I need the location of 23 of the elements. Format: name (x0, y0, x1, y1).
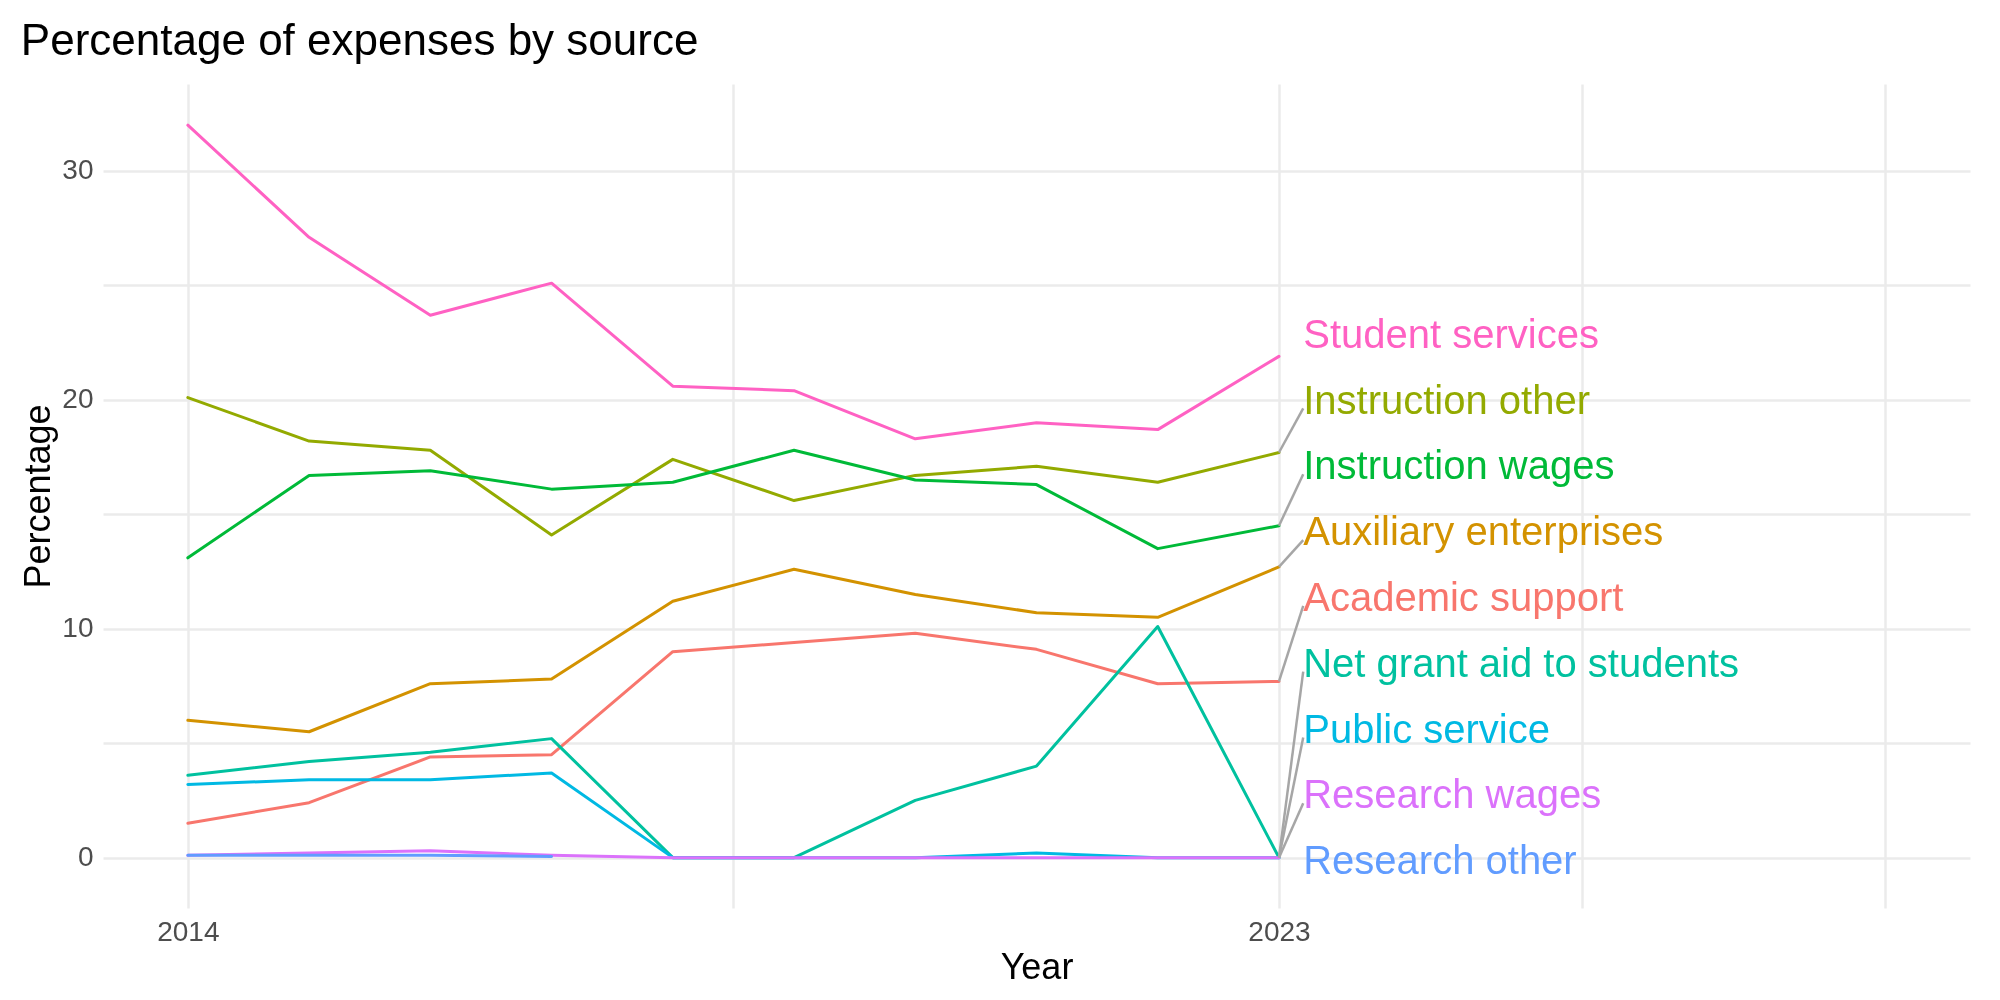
text: Research other (1303, 838, 1577, 883)
line-series (186, 448, 1281, 560)
y-axis-title: Percentage (17, 404, 59, 589)
text: Public service (1303, 706, 1550, 751)
y-tick-label: 20 (62, 383, 94, 415)
line-series (186, 123, 1281, 441)
series-label: Instruction wages (1303, 443, 1615, 488)
series-label: Auxiliary enterprises (1303, 509, 1664, 554)
y-tick-label: 30 (62, 154, 94, 186)
x-tick-label: 2014 (157, 915, 220, 947)
x-tick-label: 2023 (1248, 915, 1311, 947)
line-series (186, 631, 1281, 825)
line-series (186, 396, 1281, 537)
line-series (186, 565, 1281, 734)
series-label: Academic support (1303, 575, 1624, 619)
x-axis-title: Year (1000, 945, 1074, 987)
y-tick-label: 10 (62, 612, 94, 644)
series-label: Instruction other (1303, 377, 1591, 422)
chart-title: Percentage of expenses by source (20, 15, 699, 64)
text: Net grant aid to students (1303, 640, 1740, 685)
y-tick-label: 0 (77, 841, 94, 873)
series-label: Research wages (1303, 772, 1602, 817)
series-label: Student services (1303, 311, 1599, 356)
